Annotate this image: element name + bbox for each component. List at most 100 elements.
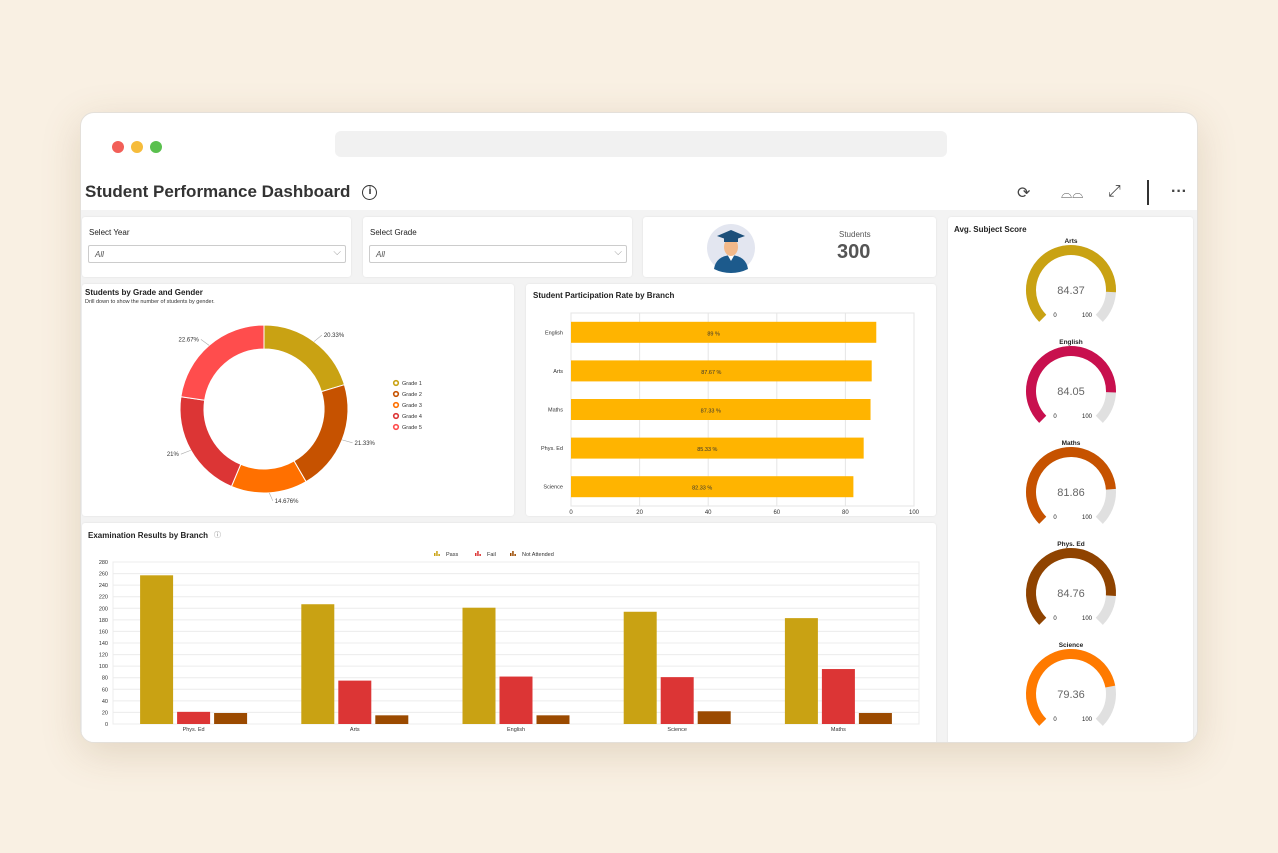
- participation-bar: [571, 437, 864, 459]
- donut-chart: 20.33% Grade 1 21.33% Grade 2 14.676% Grade 3…: [167, 324, 422, 505]
- participation-card: Student Participation Rate by Branch 0 20…: [526, 284, 936, 516]
- exam-results-bar-chart: 0 20 40 60 80 100 120 140 160 180 200 220 240 260 280 P…: [99, 551, 920, 733]
- bar-pass: [784, 618, 818, 724]
- legend-label: Grade 3: [402, 403, 422, 409]
- x-tick-label: 20: [636, 510, 643, 516]
- legend-label: Not Attended: [522, 552, 554, 558]
- bar-fail: [660, 677, 694, 724]
- gauge-min: 0: [1053, 313, 1057, 319]
- slice-label: 20.33%: [324, 333, 345, 339]
- x-tick-label: Maths: [831, 727, 846, 733]
- bar-fail: [821, 669, 855, 724]
- chevron-down-icon: ⌵: [614, 247, 622, 258]
- participation-bar: [571, 321, 877, 343]
- gauge-value: 81.86: [1057, 487, 1085, 499]
- maximize-window-button[interactable]: [150, 141, 162, 153]
- gauge-max: 100: [1082, 616, 1093, 622]
- x-tick-label: Science: [667, 727, 687, 733]
- select-year-filter: Select Year All ⌵: [82, 217, 351, 277]
- slice-label: 14.676%: [275, 499, 299, 505]
- x-tick-label: 60: [773, 510, 780, 516]
- minimize-window-button[interactable]: [131, 141, 143, 153]
- select-grade-dropdown[interactable]: All ⌵: [369, 245, 627, 263]
- chart-title: Students by Grade and Gender: [85, 288, 203, 297]
- x-tick-label: 0: [569, 510, 573, 516]
- legend-icon: [512, 551, 514, 556]
- glasses-icon[interactable]: ⌓⌓: [1061, 185, 1084, 201]
- students-kpi-card: Students 300: [643, 217, 936, 277]
- bar-not-attended: [214, 713, 248, 724]
- gauge-max: 100: [1082, 414, 1093, 420]
- bar-not-attended: [858, 713, 892, 724]
- legend-label: Grade 2: [402, 392, 422, 398]
- browser-window: Student Performance Dashboard i ⟳ ⌓⌓ ⤢ ·…: [80, 112, 1198, 743]
- x-tick-label: 80: [842, 510, 849, 516]
- info-icon[interactable]: ⓘ: [214, 532, 222, 539]
- dashboard-content: Select Year All ⌵ Select Grade All ⌵ Stude…: [81, 210, 1197, 742]
- x-tick-label: 40: [705, 510, 712, 516]
- grade-donut-card: Students by Grade and Gender Drill down …: [82, 284, 514, 516]
- legend-label: Pass: [446, 552, 458, 558]
- gauge-title: Science: [1059, 642, 1084, 649]
- y-tick-label: 200: [99, 606, 108, 612]
- graduate-avatar-icon: [707, 224, 755, 273]
- y-tick-label: 240: [99, 583, 108, 589]
- expand-icon[interactable]: ⤢: [1108, 183, 1121, 200]
- legend-icon: [438, 554, 440, 556]
- legend-icon: [475, 553, 477, 556]
- avg-subject-score-card: Avg. Subject Score Arts 84.37 0 100 English 8…: [948, 217, 1193, 742]
- y-tick-label: English: [545, 330, 563, 336]
- legend-marker: [392, 379, 400, 387]
- chart-title: Avg. Subject Score: [954, 225, 1027, 234]
- legend-marker: [392, 390, 400, 398]
- y-tick-label: 100: [99, 664, 108, 670]
- legend-marker: [392, 423, 400, 431]
- select-year-dropdown[interactable]: All ⌵: [88, 245, 346, 263]
- gauge-max: 100: [1082, 313, 1093, 319]
- address-bar[interactable]: [335, 131, 947, 157]
- selected-value: All: [95, 250, 104, 259]
- gauge-title: Phys. Ed: [1057, 541, 1084, 548]
- y-tick-label: Phys. Ed: [541, 446, 563, 452]
- refresh-icon[interactable]: ⟳: [1017, 185, 1031, 202]
- kpi-value: 300: [837, 241, 871, 263]
- y-tick-label: 260: [99, 572, 108, 578]
- more-icon[interactable]: ···: [1171, 183, 1187, 200]
- close-window-button[interactable]: [112, 141, 124, 153]
- gauge-title: Arts: [1064, 238, 1077, 245]
- gauge-max: 100: [1082, 515, 1093, 521]
- gauge-title: English: [1059, 339, 1083, 346]
- bar-not-attended: [697, 711, 731, 724]
- gauge-value: 84.37: [1057, 285, 1085, 297]
- y-tick-label: Maths: [548, 408, 563, 414]
- x-tick-label: 100: [909, 510, 920, 516]
- y-tick-label: 40: [102, 699, 108, 705]
- slice-label: 22.67%: [179, 337, 200, 343]
- participation-bar: [571, 360, 872, 382]
- slice-leader-line: [180, 449, 191, 455]
- filter-label: Select Grade: [370, 228, 417, 237]
- select-grade-filter: Select Grade All ⌵: [363, 217, 632, 277]
- bar-fail: [499, 676, 533, 724]
- gauge-min: 0: [1053, 616, 1057, 622]
- bar-pass: [462, 607, 496, 724]
- selected-value: All: [376, 250, 385, 259]
- legend-label: Grade 5: [402, 425, 422, 431]
- chart-title-row: Examination Results by Branch ⓘ: [88, 530, 221, 540]
- participation-bar: [571, 399, 871, 420]
- exam-results-card: Examination Results by Branch ⓘ 0 20 40 60 8…: [82, 523, 936, 742]
- page-title: Student Performance Dashboard: [85, 182, 351, 201]
- y-tick-label: 220: [99, 595, 108, 601]
- gauge-value: 79.36: [1057, 689, 1085, 701]
- y-tick-label: 20: [102, 710, 108, 716]
- gauge-fill: [1026, 346, 1116, 423]
- bar-not-attended: [536, 715, 570, 724]
- gauge-min: 0: [1053, 414, 1057, 420]
- legend-icon: [514, 554, 516, 556]
- x-tick-label: Phys. Ed: [183, 727, 205, 733]
- slice-label: 21%: [167, 452, 180, 458]
- info-icon[interactable]: i: [362, 184, 378, 200]
- gauge-fill: [1026, 447, 1116, 524]
- y-tick-label: 0: [105, 722, 108, 728]
- x-tick-label: Arts: [350, 727, 360, 733]
